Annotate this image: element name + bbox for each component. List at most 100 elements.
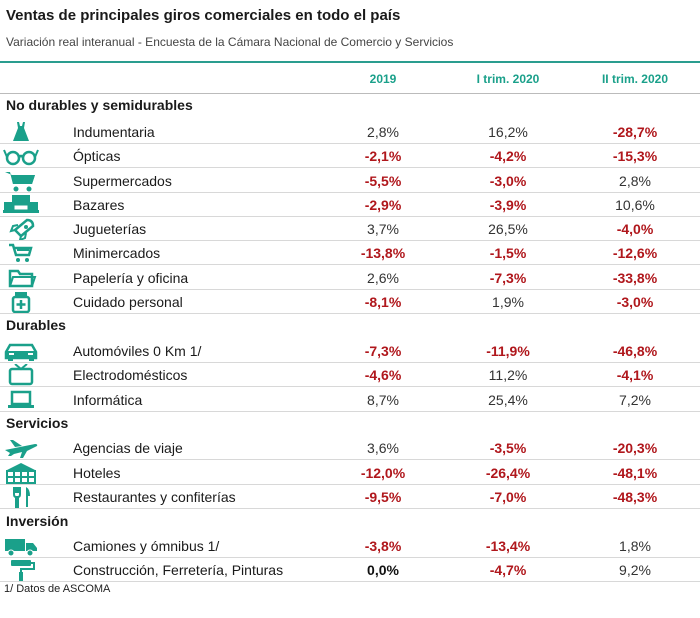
row-label: Papelería y oficina <box>73 270 189 286</box>
paint-roller-icon <box>3 559 39 581</box>
row-value: 3,6% <box>367 440 399 456</box>
row-value: -48,3% <box>612 489 658 505</box>
table-row: Construcción, Ferretería, Pinturas 0,0% -4… <box>0 558 700 582</box>
row-value: -3,0% <box>489 173 527 189</box>
table-row: Papelería y oficina 2,6% -7,3% -33,8% <box>0 266 700 290</box>
row-label: Hoteles <box>73 465 121 481</box>
medicine-jar-icon <box>3 291 39 314</box>
laptop-icon <box>3 389 39 411</box>
row-value: -7,3% <box>489 270 527 286</box>
column-header-q2-2020: II trim. 2020 <box>601 72 669 86</box>
row-value: 8,7% <box>367 392 399 408</box>
row-value: 1,8% <box>619 538 651 554</box>
top-divider <box>0 61 700 63</box>
hotel-icon <box>3 462 39 484</box>
row-value: -3,9% <box>489 197 527 213</box>
row-value: 9,2% <box>619 562 651 578</box>
row-value: -9,5% <box>364 489 402 505</box>
row-value: -11,9% <box>486 343 530 359</box>
table-row: Electrodomésticos -4,6% 11,2% -4,1% <box>0 363 700 387</box>
row-label: Ópticas <box>73 148 121 164</box>
row-label: Indumentaria <box>73 124 155 140</box>
row-value: 25,4% <box>488 392 528 408</box>
row-value: -4,0% <box>616 221 654 237</box>
row-label: Jugueterías <box>73 221 147 237</box>
section-heading: Durables <box>6 317 66 333</box>
row-value: -12,0% <box>360 465 406 481</box>
row-value: -13,8% <box>360 245 406 261</box>
table-row: Supermercados -5,5% -3,0% 2,8% <box>0 169 700 193</box>
row-value: 26,5% <box>488 221 528 237</box>
row-value: 2,6% <box>367 270 399 286</box>
row-label: Cuidado personal <box>73 294 183 310</box>
table-row: Indumentaria 2,8% 16,2% -28,7% <box>0 120 700 144</box>
row-value: -7,0% <box>489 489 527 505</box>
row-value: -48,1% <box>612 465 658 481</box>
shopping-cart-icon <box>3 170 39 192</box>
row-value: -4,1% <box>616 367 654 383</box>
row-label: Restaurantes y confiterías <box>73 489 236 505</box>
row-value: -1,5% <box>489 245 527 261</box>
row-value: -4,2% <box>489 148 527 164</box>
header-divider <box>0 93 700 94</box>
row-value: 10,6% <box>615 197 655 213</box>
section-heading: Servicios <box>6 415 69 431</box>
table-row: Restaurantes y confiterías -9,5% -7,0% -48,… <box>0 485 700 509</box>
table-row: Jugueterías 3,7% 26,5% -4,0% <box>0 217 700 242</box>
small-cart-icon <box>3 242 39 264</box>
row-label: Electrodomésticos <box>73 367 188 383</box>
column-header-q1-2020: I trim. 2020 <box>476 72 540 86</box>
table-subtitle: Variación real interanual - Encuesta de … <box>6 35 454 49</box>
row-label: Informática <box>73 392 143 408</box>
table-row: Automóviles 0 Km 1/ -7,3% -11,9% -46,8% <box>0 339 700 363</box>
dress-icon <box>3 121 39 143</box>
row-value: -13,4% <box>485 538 531 554</box>
row-value: -12,6% <box>612 245 658 261</box>
row-value: -26,4% <box>485 465 531 481</box>
table-row: Ópticas -2,1% -4,2% -15,3% <box>0 144 700 168</box>
row-value: -46,8% <box>612 343 658 359</box>
car-icon <box>3 340 39 362</box>
table-row: Camiones y ómnibus 1/ -3,8% -13,4% 1,8% <box>0 534 700 558</box>
row-value: -2,9% <box>364 197 402 213</box>
row-label: Minimercados <box>73 245 161 261</box>
table-row: Minimercados -13,8% -1,5% -12,6% <box>0 241 700 265</box>
row-value: -2,1% <box>364 148 402 164</box>
row-value: 11,2% <box>488 367 528 383</box>
table-row: Cuidado personal -8,1% 1,9% -3,0% <box>0 290 700 314</box>
row-label: Agencias de viaje <box>73 440 183 456</box>
folder-icon <box>3 267 39 289</box>
row-value: 2,8% <box>367 124 399 140</box>
row-label: Construcción, Ferretería, Pinturas <box>73 562 284 578</box>
row-label: Supermercados <box>73 173 172 189</box>
tv-icon <box>3 363 39 386</box>
row-value: -7,3% <box>364 343 402 359</box>
table-title: Ventas de principales giros comerciales … <box>6 7 401 24</box>
row-value: 3,7% <box>367 221 399 237</box>
table-row: Informática 8,7% 25,4% 7,2% <box>0 388 700 412</box>
row-value: -20,3% <box>612 440 658 456</box>
row-value: -3,8% <box>364 538 402 554</box>
table-row: Agencias de viaje 3,6% -3,5% -20,3% <box>0 436 700 460</box>
footnote: 1/ Datos de ASCOMA <box>4 583 111 595</box>
row-label: Camiones y ómnibus 1/ <box>73 538 220 554</box>
table-row: Hoteles -12,0% -26,4% -48,1% <box>0 461 700 485</box>
row-value: -28,7% <box>612 124 658 140</box>
row-value: 16,2% <box>488 124 528 140</box>
cutlery-icon <box>3 486 39 508</box>
row-value: -4,6% <box>364 367 402 383</box>
section-heading: Inversión <box>6 513 69 529</box>
row-value: 2,8% <box>619 173 651 189</box>
table-row: Bazares -2,9% -3,9% 10,6% <box>0 193 700 217</box>
truck-icon <box>3 535 39 557</box>
rocket-toy-icon <box>3 218 39 242</box>
airplane-icon <box>3 437 39 459</box>
row-value: -8,1% <box>364 294 402 310</box>
row-value: 7,2% <box>619 392 651 408</box>
row-value: -3,0% <box>616 294 654 310</box>
row-value: -4,7% <box>489 562 527 578</box>
glasses-icon <box>3 145 39 167</box>
row-value: -3,5% <box>489 440 527 456</box>
column-header-2019: 2019 <box>369 72 397 86</box>
row-value: 1,9% <box>492 294 524 310</box>
